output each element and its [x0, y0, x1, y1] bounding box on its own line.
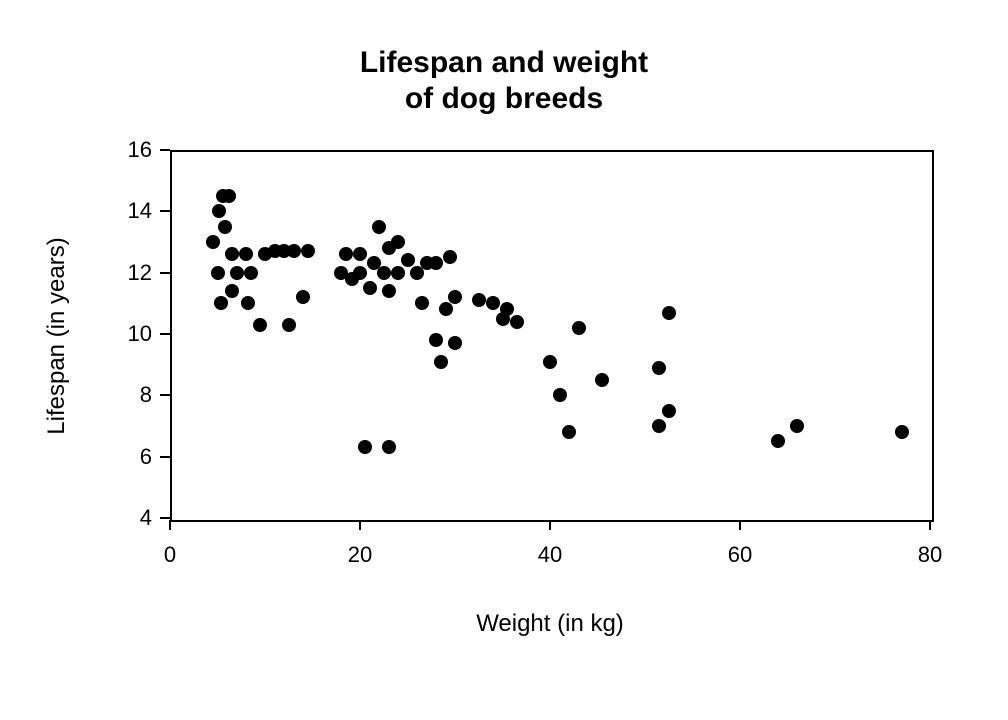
- data-point: [239, 247, 253, 261]
- data-point: [244, 266, 258, 280]
- data-point: [790, 419, 804, 433]
- data-point: [353, 266, 367, 280]
- data-point: [472, 293, 486, 307]
- data-point: [358, 440, 372, 454]
- y-tick-label: 16: [102, 137, 152, 163]
- chart-title-line2: of dog breeds: [0, 82, 1008, 116]
- data-point: [572, 321, 586, 335]
- data-point: [372, 220, 386, 234]
- data-point: [595, 373, 609, 387]
- y-axis-label: Lifespan (in years): [43, 152, 71, 520]
- data-point: [415, 296, 429, 310]
- data-point: [253, 318, 267, 332]
- data-point: [652, 419, 666, 433]
- y-tick-mark: [160, 149, 170, 151]
- data-point: [448, 290, 462, 304]
- data-point: [287, 244, 301, 258]
- data-point: [225, 284, 239, 298]
- data-point: [543, 355, 557, 369]
- data-point: [895, 425, 909, 439]
- y-tick-mark: [160, 333, 170, 335]
- data-point: [211, 266, 225, 280]
- x-axis-label: Weight (in kg): [170, 610, 930, 638]
- y-tick-mark: [160, 456, 170, 458]
- x-tick-label: 80: [918, 542, 942, 568]
- data-point: [377, 266, 391, 280]
- y-tick-label: 14: [102, 198, 152, 224]
- data-point: [363, 281, 377, 295]
- data-point: [429, 333, 443, 347]
- x-tick-label: 20: [348, 542, 372, 568]
- data-point: [241, 296, 255, 310]
- data-point: [339, 247, 353, 261]
- data-point: [434, 355, 448, 369]
- data-point: [652, 361, 666, 375]
- y-tick-label: 4: [102, 505, 152, 531]
- data-point: [391, 266, 405, 280]
- y-tick-mark: [160, 517, 170, 519]
- y-tick-label: 10: [102, 321, 152, 347]
- data-point: [230, 266, 244, 280]
- data-point: [382, 284, 396, 298]
- data-point: [296, 290, 310, 304]
- y-tick-label: 12: [102, 260, 152, 286]
- data-point: [448, 336, 462, 350]
- data-point: [225, 247, 239, 261]
- x-tick-label: 0: [164, 542, 176, 568]
- x-tick-mark: [169, 520, 171, 530]
- chart-title-line1: Lifespan and weight: [0, 46, 1008, 80]
- data-point: [382, 440, 396, 454]
- data-point: [662, 306, 676, 320]
- x-tick-mark: [359, 520, 361, 530]
- data-point: [429, 256, 443, 270]
- y-tick-mark: [160, 272, 170, 274]
- data-point: [214, 296, 228, 310]
- x-tick-mark: [549, 520, 551, 530]
- data-point: [206, 235, 220, 249]
- data-point: [353, 247, 367, 261]
- y-tick-label: 6: [102, 444, 152, 470]
- data-point: [282, 318, 296, 332]
- data-point: [439, 302, 453, 316]
- data-point: [662, 404, 676, 418]
- data-point: [391, 235, 405, 249]
- y-tick-mark: [160, 210, 170, 212]
- data-point: [771, 434, 785, 448]
- data-point: [500, 302, 514, 316]
- plot-area: [170, 150, 934, 522]
- data-point: [212, 204, 226, 218]
- data-point: [218, 220, 232, 234]
- x-tick-label: 60: [728, 542, 752, 568]
- x-tick-label: 40: [538, 542, 562, 568]
- y-tick-label: 8: [102, 382, 152, 408]
- data-point: [562, 425, 576, 439]
- data-point: [553, 388, 567, 402]
- data-point: [301, 244, 315, 258]
- y-tick-mark: [160, 394, 170, 396]
- scatter-chart: Lifespan and weight of dog breeds Weight…: [0, 0, 1008, 720]
- data-point: [222, 189, 236, 203]
- x-tick-mark: [739, 520, 741, 530]
- data-point: [401, 253, 415, 267]
- data-point: [486, 296, 500, 310]
- data-point: [443, 250, 457, 264]
- data-point: [510, 315, 524, 329]
- x-tick-mark: [929, 520, 931, 530]
